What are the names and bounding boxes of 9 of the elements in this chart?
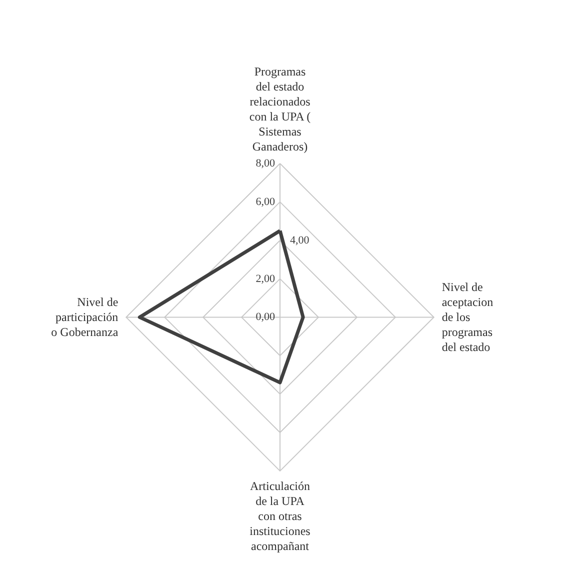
spoke-label: Nivel de participación o Gobernanza: [51, 295, 119, 340]
y-tick-label: 6,00: [256, 196, 276, 208]
y-tick-label: 0,00: [256, 311, 276, 324]
spoke-label: Nivel de aceptacion de los programas del estado: [442, 280, 494, 354]
y-tick-label: 8,00: [256, 158, 276, 170]
spoke-label: Programas del estado relacionados con la UPA ( Sistemas Ganaderos): [249, 64, 311, 154]
spoke-label: Articulación de la UPA con otras instituciones acompañant: [250, 478, 311, 553]
y-tick-label: 4,00: [290, 234, 310, 246]
y-tick-label: 2,00: [256, 272, 276, 285]
